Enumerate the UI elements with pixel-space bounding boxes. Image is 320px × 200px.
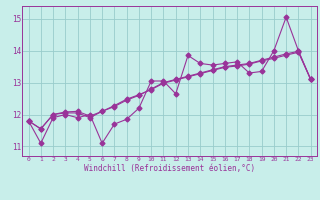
X-axis label: Windchill (Refroidissement éolien,°C): Windchill (Refroidissement éolien,°C)	[84, 164, 255, 173]
